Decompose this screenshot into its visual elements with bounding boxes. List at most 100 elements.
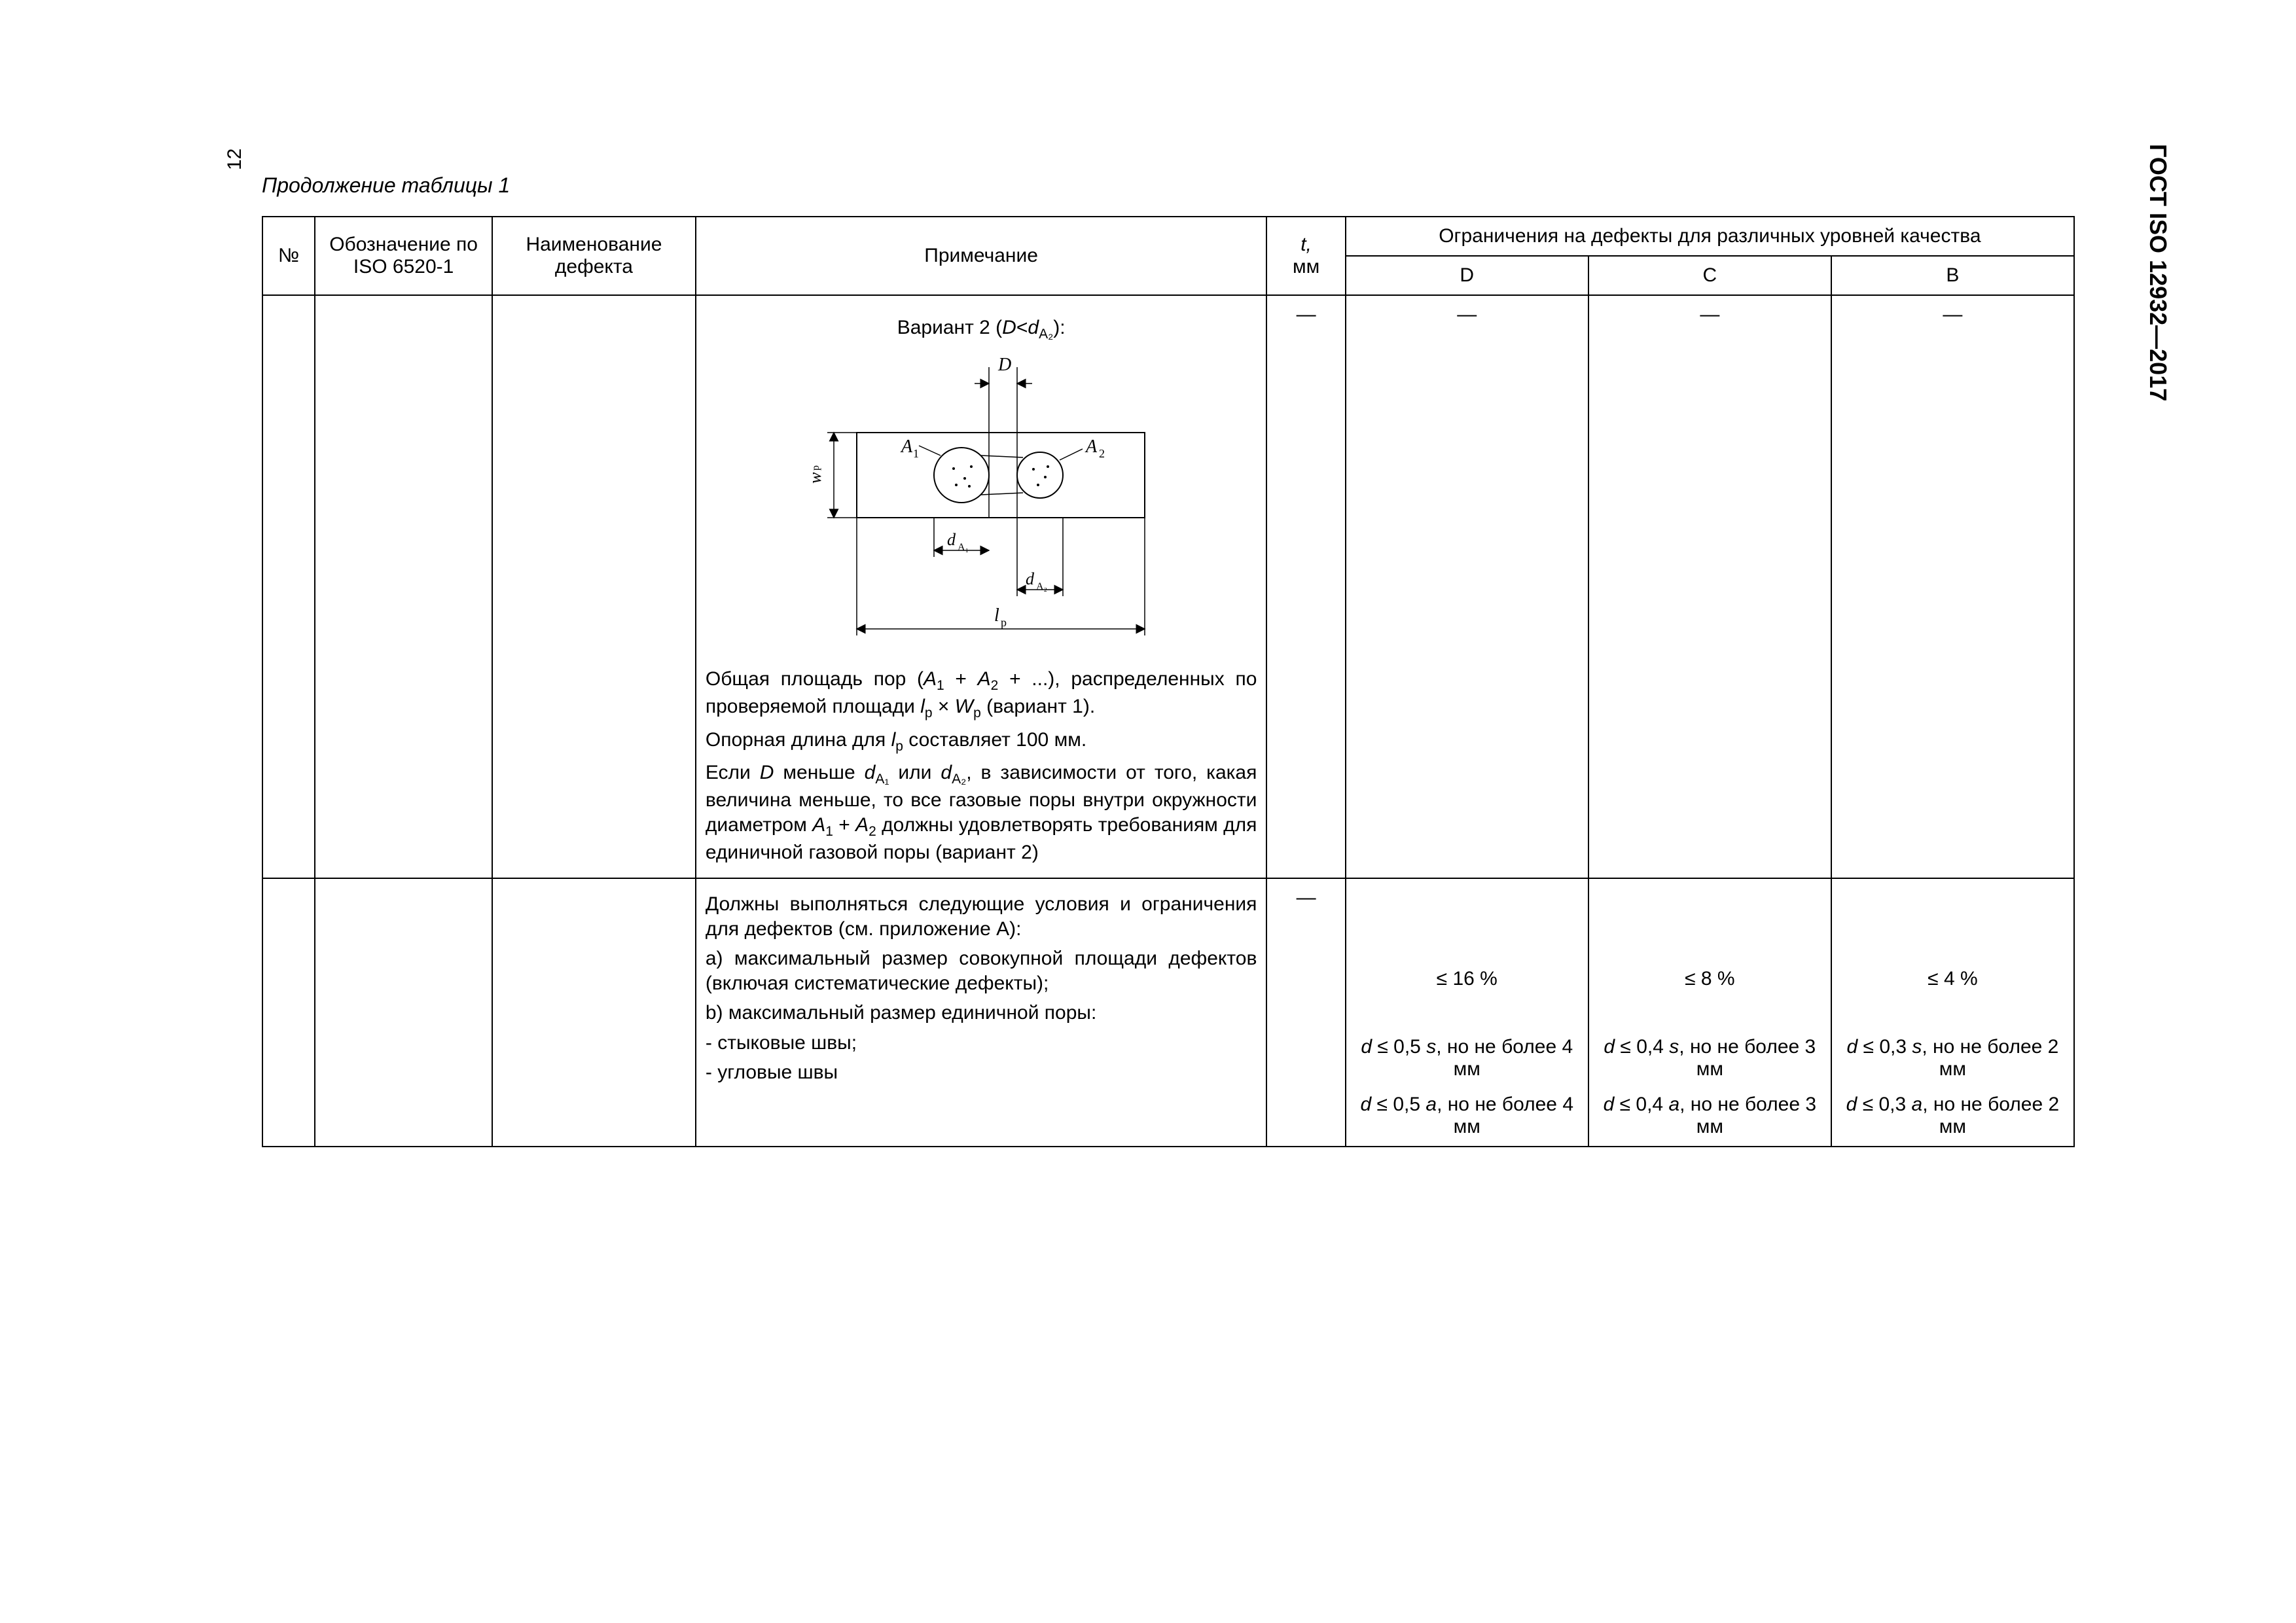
variant-pre: Вариант 2 ( bbox=[897, 317, 1002, 338]
t: , но не более 4 мм bbox=[1436, 1036, 1573, 1080]
hdr-C: C bbox=[1588, 256, 1831, 295]
B-b2: d ≤ 0,3 a, но не более 2 мм bbox=[1841, 1094, 2064, 1138]
table-body: Вариант 2 (D<dA₂): bbox=[262, 295, 2074, 1147]
t: A₂ bbox=[952, 772, 966, 787]
hdr-t-top: t, bbox=[1300, 234, 1312, 255]
t: d bbox=[1846, 1094, 1857, 1115]
svg-text:d: d bbox=[1026, 569, 1035, 588]
t: p bbox=[925, 705, 933, 721]
C-b1: d ≤ 0,4 s, но не более 3 мм bbox=[1598, 1036, 1821, 1080]
t: s bbox=[1912, 1036, 1922, 1058]
variant-post: ): bbox=[1053, 317, 1065, 338]
table-caption: Продолжение таблицы 1 bbox=[262, 173, 510, 198]
t: s bbox=[1669, 1036, 1679, 1058]
hdr-B: B bbox=[1831, 256, 2074, 295]
svg-text:d: d bbox=[947, 530, 956, 549]
para-2: Опорная длина для lp составляет 100 мм. bbox=[706, 728, 1257, 755]
t: W bbox=[955, 696, 973, 717]
t: a bbox=[1668, 1094, 1679, 1115]
t: 2 bbox=[869, 824, 876, 839]
svg-text:A₁: A₁ bbox=[958, 542, 969, 553]
item-b2: - угловые швы bbox=[706, 1060, 1257, 1085]
item-b1: - стыковые швы; bbox=[706, 1031, 1257, 1056]
hdr-D: D bbox=[1346, 256, 1588, 295]
t: + bbox=[944, 668, 978, 690]
variant-lt: < bbox=[1016, 317, 1028, 338]
t: составляет 100 мм. bbox=[903, 729, 1086, 751]
t: d bbox=[1361, 1036, 1372, 1058]
t: l bbox=[920, 696, 925, 717]
hdr-name: Наименование дефекта bbox=[492, 217, 696, 295]
t: × bbox=[933, 696, 955, 717]
variant2-diagram: A 1 A 2 D bbox=[778, 348, 1184, 662]
hdr-note: Примечание bbox=[696, 217, 1267, 295]
page: 12 ГОСТ ISO 12932—2017 Продолжение табли… bbox=[0, 0, 2296, 1623]
intro: Должны выполняться следующие условия и о… bbox=[706, 892, 1257, 941]
B-pct: ≤ 4 % bbox=[1841, 968, 2064, 990]
t: Опорная длина для bbox=[706, 729, 891, 751]
svg-text:D: D bbox=[997, 355, 1011, 375]
t: a bbox=[1912, 1094, 1923, 1115]
C-b2: d ≤ 0,4 a, но не более 3 мм bbox=[1598, 1094, 1821, 1138]
variant2-caption: Вариант 2 (D<dA₂): bbox=[706, 317, 1257, 342]
hdr-t: t, мм bbox=[1266, 217, 1345, 295]
B-b1: d ≤ 0,3 s, но не более 2 мм bbox=[1841, 1036, 2064, 1080]
svg-text:2: 2 bbox=[1099, 447, 1105, 460]
t: p bbox=[973, 705, 981, 721]
t: Общая площадь пор ( bbox=[706, 668, 924, 690]
main-table: № Обозначение по ISO 6520-1 Наименование… bbox=[262, 216, 2075, 1147]
svg-text:A: A bbox=[1085, 437, 1098, 457]
t: A bbox=[978, 668, 991, 690]
t: d bbox=[1847, 1036, 1858, 1058]
t: или bbox=[889, 762, 941, 783]
cell-B: ≤ 4 % d ≤ 0,3 s, но не более 2 мм d ≤ 0,… bbox=[1831, 878, 2074, 1147]
t: d bbox=[1604, 1036, 1615, 1058]
t: ≤ 0,5 bbox=[1372, 1036, 1426, 1058]
t: d bbox=[1604, 1094, 1615, 1115]
svg-text:A₂: A₂ bbox=[1036, 581, 1047, 592]
t: (вариант 1). bbox=[981, 696, 1095, 717]
D-pct: ≤ 16 % bbox=[1355, 968, 1579, 990]
t: 2 bbox=[991, 678, 999, 693]
cell-name bbox=[492, 878, 696, 1147]
t: d bbox=[941, 762, 952, 783]
item-a: a) максимальный размер совокупной площад… bbox=[706, 946, 1257, 995]
t: Если bbox=[706, 762, 760, 783]
t: меньше bbox=[774, 762, 864, 783]
t: A₁ bbox=[875, 772, 889, 787]
t: + bbox=[833, 814, 855, 836]
cell-iso bbox=[315, 295, 492, 878]
svg-text:l: l bbox=[994, 605, 999, 626]
svg-text:1: 1 bbox=[913, 447, 919, 460]
table-row: Вариант 2 (D<dA₂): bbox=[262, 295, 2074, 878]
table-head: № Обозначение по ISO 6520-1 Наименование… bbox=[262, 217, 2074, 295]
cell-no bbox=[262, 878, 315, 1147]
cell-iso bbox=[315, 878, 492, 1147]
header-row-1: № Обозначение по ISO 6520-1 Наименование… bbox=[262, 217, 2074, 256]
C-pct: ≤ 8 % bbox=[1598, 968, 1821, 990]
t: ≤ 0,3 bbox=[1857, 1094, 1911, 1115]
t: A bbox=[855, 814, 869, 836]
t: s bbox=[1426, 1036, 1436, 1058]
t: d bbox=[865, 762, 876, 783]
hdr-t-bot: мм bbox=[1293, 256, 1319, 277]
D-b2: d ≤ 0,5 a, но не более 4 мм bbox=[1355, 1094, 1579, 1138]
D-b1: d ≤ 0,5 s, но не более 4 мм bbox=[1355, 1036, 1579, 1080]
cell-t: — bbox=[1266, 295, 1345, 878]
cell-note: Вариант 2 (D<dA₂): bbox=[696, 295, 1267, 878]
cell-C: — bbox=[1588, 295, 1831, 878]
para-3: Если D меньше dA₁ или dA₂, в зависимости… bbox=[706, 760, 1257, 865]
t: , но не более 3 мм bbox=[1679, 1094, 1816, 1137]
t: ≤ 0,5 bbox=[1371, 1094, 1426, 1115]
t: D bbox=[760, 762, 774, 783]
page-number: 12 bbox=[224, 149, 246, 170]
cell-D: — bbox=[1346, 295, 1588, 878]
t: a bbox=[1426, 1094, 1437, 1115]
hdr-quality: Ограничения на дефекты для различных уро… bbox=[1346, 217, 2074, 256]
doc-title: ГОСТ ISO 12932—2017 bbox=[2144, 144, 2172, 401]
t: p bbox=[895, 739, 903, 754]
t: d bbox=[1361, 1094, 1372, 1115]
variant-d: d bbox=[1028, 317, 1039, 338]
cell-D: ≤ 16 % d ≤ 0,5 s, но не более 4 мм d ≤ 0… bbox=[1346, 878, 1588, 1147]
t: , но не более 2 мм bbox=[1922, 1094, 2059, 1137]
